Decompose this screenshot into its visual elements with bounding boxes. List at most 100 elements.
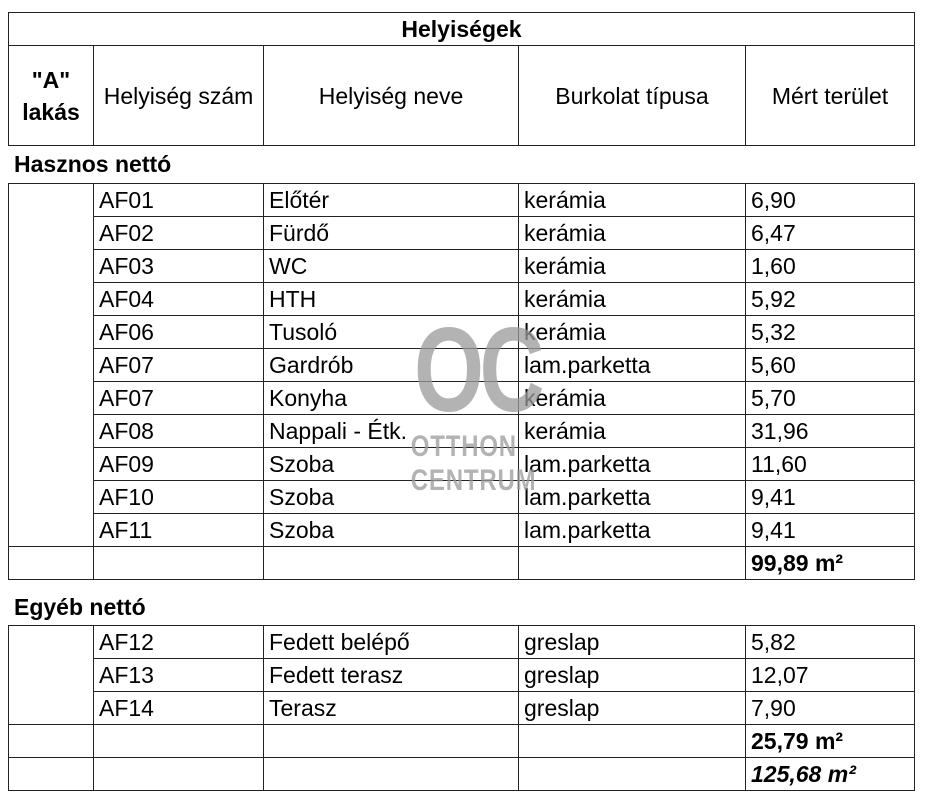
cell-name: Konyha	[263, 381, 519, 415]
cell-cover: kerámia	[518, 216, 746, 250]
cell-cover: lam.parketta	[518, 513, 746, 547]
cell-cover: kerámia	[518, 315, 746, 349]
header-apartment: "A" lakás	[8, 45, 94, 146]
cell-area: 5,60	[745, 348, 915, 382]
cell-number: AF12	[93, 625, 264, 659]
table-row: AF10 Szoba lam.parketta 9,41	[9, 480, 915, 514]
cell-area: 6,47	[745, 216, 915, 250]
cell-number: AF14	[93, 691, 264, 725]
cell-cover: kerámia	[518, 381, 746, 415]
cell-number: AF07	[93, 348, 264, 382]
cell-name: Tusoló	[263, 315, 519, 349]
cell-name: Nappali - Étk.	[263, 414, 519, 448]
cell-area: 6,90	[745, 183, 915, 217]
cell-number: AF03	[93, 249, 264, 283]
empty-cell	[263, 546, 519, 580]
header-area: Mért terület	[745, 45, 915, 146]
apartment-cell	[8, 625, 94, 725]
cell-name: WC	[263, 249, 519, 283]
cell-number: AF01	[93, 183, 264, 217]
cell-cover: greslap	[518, 658, 746, 692]
table-row: AF08 Nappali - Étk. kerámia 31,96	[9, 414, 915, 448]
cell-area: 11,60	[745, 447, 915, 481]
apartment-cell	[8, 183, 94, 547]
cell-name: Szoba	[263, 513, 519, 547]
table-row: AF01 Előtér kerámia 6,90	[8, 183, 915, 547]
table-row: AF13 Fedett terasz greslap 12,07	[9, 658, 915, 692]
cell-area: 9,41	[745, 480, 915, 514]
table-row: AF14 Terasz greslap 7,90	[9, 691, 915, 725]
cell-name: HTH	[263, 282, 519, 316]
table-row: AF07 Gardrób lam.parketta 5,60	[9, 348, 915, 382]
cell-cover: kerámia	[518, 249, 746, 283]
cell-number: AF11	[93, 513, 264, 547]
cell-area: 9,41	[745, 513, 915, 547]
subtotal-value: 25,79 m²	[745, 724, 915, 758]
empty-cell	[8, 757, 94, 791]
cell-area: 12,07	[745, 658, 915, 692]
cell-cover: kerámia	[518, 183, 746, 217]
cell-name: Fürdő	[263, 216, 519, 250]
cell-cover: kerámia	[518, 282, 746, 316]
cell-cover: greslap	[518, 625, 746, 659]
cell-number: AF13	[93, 658, 264, 692]
empty-cell	[518, 546, 746, 580]
cell-cover: greslap	[518, 691, 746, 725]
cell-name: Előtér	[263, 183, 519, 217]
header-cover: Burkolat típusa	[518, 45, 746, 146]
table-row: AF12 Fedett belépő greslap 5,82	[8, 625, 915, 725]
cell-area: 31,96	[745, 414, 915, 448]
empty-cell	[8, 724, 94, 758]
header-name: Helyiség neve	[263, 45, 519, 146]
grand-total-value: 125,68 m²	[745, 757, 915, 791]
cell-cover: kerámia	[518, 414, 746, 448]
cell-number: AF06	[93, 315, 264, 349]
table-row: AF06 Tusoló kerámia 5,32	[9, 315, 915, 349]
subtotal-row: 25,79 m²	[8, 724, 915, 758]
subtotal-row: 99,89 m²	[8, 546, 915, 580]
empty-cell	[93, 724, 264, 758]
section-table-egyeb: AF12 Fedett belépő greslap 5,82 AF13 Fedett t…	[8, 625, 915, 791]
cell-name: Fedett belépő	[263, 625, 519, 659]
cell-cover: lam.parketta	[518, 447, 746, 481]
empty-cell	[518, 724, 746, 758]
empty-cell	[263, 757, 519, 791]
cell-name: Szoba	[263, 447, 519, 481]
section-label-egyeb: Egyéb nettó	[14, 594, 146, 620]
empty-cell	[263, 724, 519, 758]
header-number: Helyiség szám	[93, 45, 264, 146]
section-table-hasznos: AF01 Előtér kerámia 6,90 AF02 Fürdő kerámia 6,4…	[8, 183, 915, 580]
table-row: AF03 WC kerámia 1,60	[9, 249, 915, 283]
cell-number: AF08	[93, 414, 264, 448]
section-label-hasznos: Hasznos nettó	[14, 151, 172, 177]
cell-area: 5,70	[745, 381, 915, 415]
cell-cover: lam.parketta	[518, 348, 746, 382]
cell-area: 7,90	[745, 691, 915, 725]
header-table: Helyiségek "A" lakás Helyiség szám Helyi…	[8, 12, 915, 146]
empty-cell	[8, 546, 94, 580]
cell-cover: lam.parketta	[518, 480, 746, 514]
cell-number: AF10	[93, 480, 264, 514]
table-title: Helyiségek	[8, 12, 915, 46]
cell-name: Terasz	[263, 691, 519, 725]
cell-area: 5,32	[745, 315, 915, 349]
grand-total-row: 125,68 m²	[8, 757, 915, 791]
cell-name: Szoba	[263, 480, 519, 514]
cell-number: AF07	[93, 381, 264, 415]
empty-cell	[93, 546, 264, 580]
table-row: AF09 Szoba lam.parketta 11,60	[9, 447, 915, 481]
cell-number: AF09	[93, 447, 264, 481]
cell-area: 5,92	[745, 282, 915, 316]
cell-number: AF04	[93, 282, 264, 316]
cell-number: AF02	[93, 216, 264, 250]
table-row: AF04 HTH kerámia 5,92	[9, 282, 915, 316]
table-row: AF02 Fürdő kerámia 6,47	[9, 216, 915, 250]
table-row: AF07 Konyha kerámia 5,70	[9, 381, 915, 415]
cell-area: 1,60	[745, 249, 915, 283]
empty-cell	[93, 757, 264, 791]
cell-name: Gardrób	[263, 348, 519, 382]
table-row: AF11 Szoba lam.parketta 9,41	[9, 513, 915, 547]
cell-name: Fedett terasz	[263, 658, 519, 692]
empty-cell	[518, 757, 746, 791]
cell-area: 5,82	[745, 625, 915, 659]
